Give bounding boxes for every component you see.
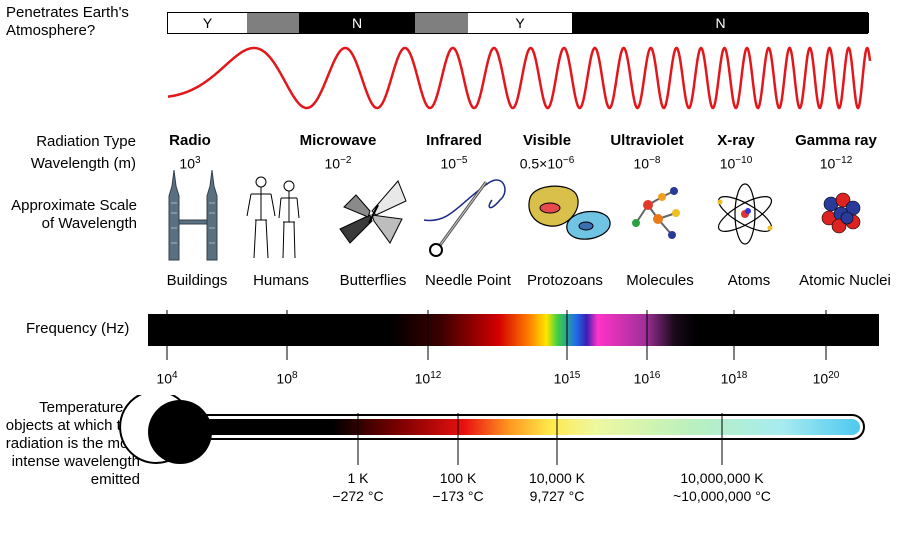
- penetration-segment: Y: [468, 13, 572, 33]
- temperature-tick-label: 100 K −173 °C: [432, 470, 484, 504]
- frequency-tick-label: 1015: [553, 370, 581, 387]
- thermometer-gradient: [200, 419, 860, 435]
- butterfly-icon: [339, 180, 407, 244]
- humans-icon: [246, 176, 300, 259]
- buildings-icon: [168, 169, 218, 261]
- scale-object-label: Molecules: [626, 272, 694, 289]
- penetration-segment: [247, 13, 299, 33]
- nucleus-icon: [821, 192, 861, 234]
- temperature-label: Temperature of objects at which this rad…: [5, 399, 140, 488]
- frequency-spectrum-bar: [148, 314, 879, 346]
- scale-object-label: Butterflies: [339, 272, 407, 289]
- scale-object-label: Atoms: [727, 272, 771, 289]
- frequency-label: Frequency (Hz): [26, 320, 130, 337]
- radiation-wavelength: 10−2: [324, 155, 352, 172]
- wave-diagram: [168, 46, 872, 110]
- radiation-wavelength: 10−12: [819, 155, 853, 172]
- penetrates-label: Penetrates Earth's Atmosphere?: [6, 4, 129, 39]
- radiation-name: Ultraviolet: [610, 132, 684, 149]
- thermometer-diagram: [119, 395, 865, 465]
- scale-object-label: Buildings: [166, 272, 228, 289]
- radiation-type-label: Radiation Type: [36, 133, 136, 150]
- radiation-name: Gamma ray: [795, 132, 877, 149]
- radiation-wavelength: 10−10: [719, 155, 753, 172]
- temperature-tick-label: 1 K −272 °C: [332, 470, 384, 504]
- frequency-tick-label: 1018: [720, 370, 748, 387]
- temperature-tick-label: 10,000 K 9,727 °C: [528, 470, 586, 504]
- radiation-wavelength: 10−8: [633, 155, 661, 172]
- frequency-tick-label: 1020: [812, 370, 840, 387]
- frequency-tick-label: 1012: [414, 370, 442, 387]
- penetration-segment: N: [572, 13, 869, 33]
- molecule-icon: [632, 187, 680, 239]
- protozoa-icon: [528, 185, 611, 240]
- radiation-name: Visible: [522, 132, 572, 149]
- radiation-name: Radio: [169, 132, 211, 149]
- frequency-tick-label: 108: [276, 370, 298, 387]
- scale-object-label: Protozoans: [527, 272, 603, 289]
- thermometer-bulb: [148, 400, 212, 464]
- radiation-name: Microwave: [299, 132, 377, 149]
- radiation-wavelength: 0.5×10−6: [519, 155, 575, 172]
- temperature-tick-label: 10,000,000 K ~10,000,000 °C: [673, 470, 771, 504]
- radiation-name: Infrared: [426, 132, 482, 149]
- penetration-segment: [415, 13, 468, 33]
- scale-object-label: Humans: [253, 272, 309, 289]
- radiation-name: X-ray: [717, 132, 755, 149]
- frequency-tick-label: 1016: [633, 370, 661, 387]
- radiation-wavelength: 103: [179, 155, 201, 172]
- wavelength-label: Wavelength (m): [30, 155, 136, 172]
- radiation-wavelength: 10−5: [440, 155, 468, 172]
- atom-icon: [717, 183, 773, 245]
- frequency-tick-label: 104: [156, 370, 178, 387]
- scale-label: Approximate Scale of Wavelength: [11, 197, 137, 232]
- wavelength-wave: [168, 46, 872, 110]
- penetration-segment: N: [299, 13, 415, 33]
- penetration-segment: Y: [168, 13, 247, 33]
- frequency-diagram: [148, 310, 879, 360]
- scale-object-label: Atomic Nuclei: [799, 272, 891, 289]
- needle-icon: [423, 179, 506, 257]
- scale-object-label: Needle Point: [425, 272, 511, 289]
